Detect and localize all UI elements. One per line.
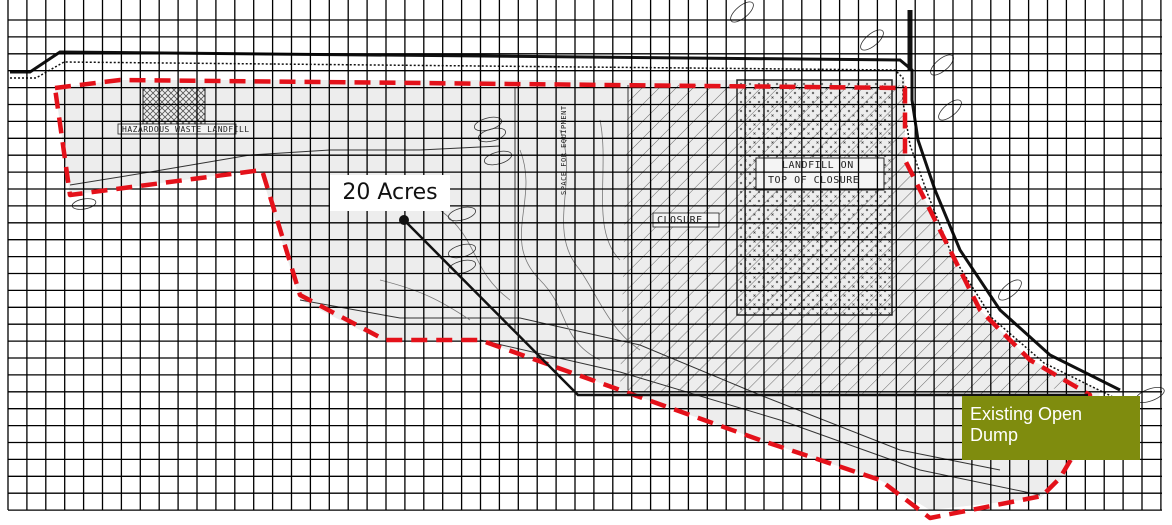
area-callout: 20 Acres xyxy=(330,175,450,211)
closure-label: CLOSURE xyxy=(657,215,703,226)
landfill-top-area xyxy=(736,79,893,316)
landfill-label-line-1: LANDFILL ON xyxy=(782,160,854,171)
hazardous-label-box xyxy=(117,123,237,135)
area-leader-dot xyxy=(399,215,409,225)
landfill-label-line-2: TOP OF CLOSURE xyxy=(768,175,860,186)
landfill-label-box xyxy=(755,157,885,191)
hazardous-landfill-label: HAZARDOUS WASTE LANDFILL xyxy=(122,125,250,134)
area-leader-line xyxy=(403,219,1088,397)
internal-lines xyxy=(69,85,1041,496)
equipment-label: SPACE FOR EQUIPMENT xyxy=(560,105,568,195)
hazardous-cell xyxy=(142,87,206,125)
open-dump-callout: Existing Open Dump xyxy=(962,396,1140,460)
site-boundary-dashed xyxy=(52,77,1093,521)
